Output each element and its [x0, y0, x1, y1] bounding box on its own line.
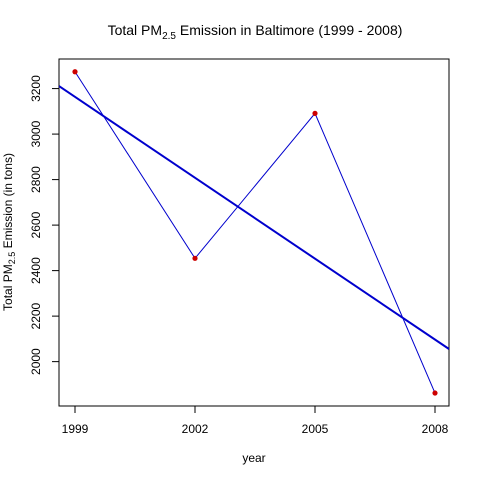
y-axis: 2000 2200 2400 2600 2800 3000 3200 [29, 75, 59, 375]
plot-area [59, 69, 449, 396]
y-tick-label-6: 3200 [29, 75, 43, 102]
data-point-1 [192, 255, 198, 261]
x-tick-label-0: 1999 [62, 422, 89, 436]
y-axis-label: Total PM2.5 Emission (in tons) [1, 153, 17, 311]
y-tick-label-1: 2200 [29, 302, 43, 329]
x-tick-label-1: 2002 [182, 422, 209, 436]
data-point-3 [432, 390, 438, 396]
data-point-2 [312, 110, 318, 116]
x-tick-label-2: 2005 [302, 422, 329, 436]
y-tick-label-2: 2400 [29, 257, 43, 284]
y-tick-label-5: 3000 [29, 120, 43, 147]
trend-line [59, 85, 449, 350]
data-point-0 [72, 69, 78, 75]
series-line [74, 71, 436, 394]
chart-title: Total PM2.5 Emission in Baltimore (1999 … [108, 22, 403, 42]
y-tick-label-3: 2600 [29, 211, 43, 238]
y-tick-label-0: 2000 [29, 348, 43, 375]
x-axis-label: year [242, 451, 265, 465]
y-tick-label-4: 2800 [29, 166, 43, 193]
x-tick-label-3: 2008 [422, 422, 449, 436]
x-axis: 1999 2002 2005 2008 [62, 406, 449, 436]
plot-frame [58, 58, 450, 407]
